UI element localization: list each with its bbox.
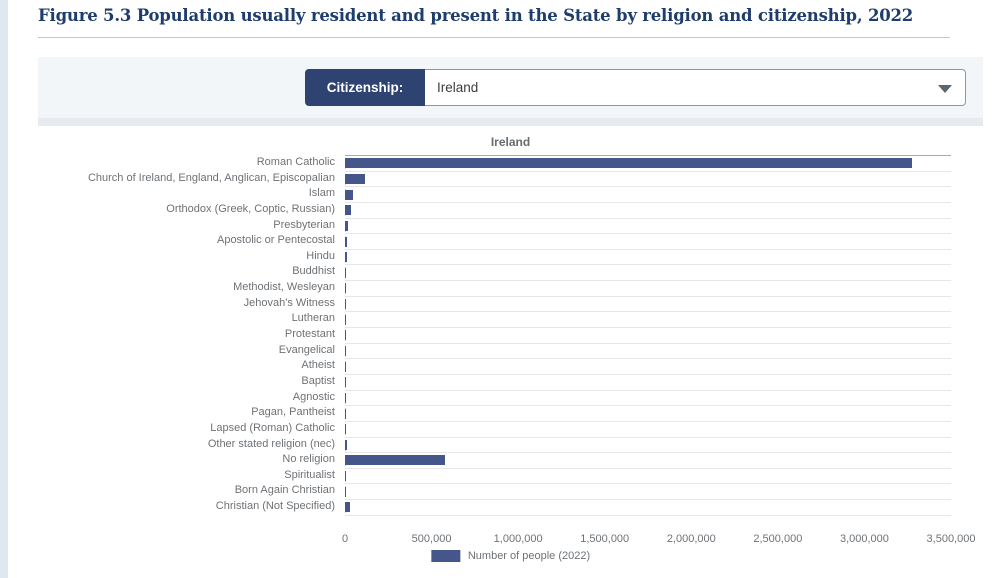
chart-row xyxy=(345,375,951,391)
chart-row xyxy=(345,344,951,360)
plot-rows xyxy=(345,155,951,516)
category-label: Other stated religion (nec) xyxy=(207,437,335,450)
chart-row xyxy=(345,406,951,422)
category-label: Presbyterian xyxy=(273,218,335,231)
chart-row xyxy=(345,438,951,454)
category-label: Church of Ireland, England, Anglican, Ep… xyxy=(87,171,335,184)
chart-row xyxy=(345,484,951,501)
data-bar[interactable] xyxy=(345,486,346,497)
chart-row xyxy=(345,172,951,188)
category-label: Hindu xyxy=(306,249,335,262)
data-bar[interactable] xyxy=(345,252,347,263)
chart-row xyxy=(345,469,951,485)
data-bar[interactable] xyxy=(345,408,346,419)
data-bar[interactable] xyxy=(345,502,350,513)
chart-panel-top-strip xyxy=(38,118,983,126)
category-label: Agnostic xyxy=(292,390,335,403)
category-label: Orthodox (Greek, Coptic, Russian) xyxy=(166,202,335,215)
x-axis-tick-label: 1,000,000 xyxy=(493,533,543,545)
data-bar[interactable] xyxy=(345,330,346,341)
filter-panel: Citizenship: Ireland xyxy=(38,57,983,118)
chart-row xyxy=(345,328,951,344)
x-axis-tick-label: 2,500,000 xyxy=(753,533,803,545)
chart-row xyxy=(345,234,951,250)
data-bar[interactable] xyxy=(345,361,346,372)
legend-label: Number of people (2022) xyxy=(467,550,591,562)
chevron-down-icon[interactable] xyxy=(938,85,952,93)
category-label: Evangelical xyxy=(278,343,335,356)
chart-row xyxy=(345,453,951,469)
chart-row xyxy=(345,297,951,313)
category-label: Pagan, Pantheist xyxy=(251,406,335,419)
category-labels: Roman Catholic Church of Ireland, England… xyxy=(38,155,341,515)
data-bar[interactable] xyxy=(345,205,352,216)
chart-row xyxy=(345,422,951,438)
chart-row xyxy=(345,265,951,282)
citizenship-filter: Citizenship: Ireland xyxy=(305,69,966,106)
category-label: Islam xyxy=(308,187,335,200)
title-underline xyxy=(38,37,950,38)
data-bar[interactable] xyxy=(345,236,347,247)
chart-row xyxy=(345,281,951,297)
x-axis-tick-label: 3,000,000 xyxy=(839,533,889,545)
chart-row xyxy=(345,187,951,203)
data-bar[interactable] xyxy=(345,189,353,200)
category-label: Baptist xyxy=(301,374,335,387)
chart-row xyxy=(345,500,951,516)
data-bar[interactable] xyxy=(345,377,346,388)
data-bar[interactable] xyxy=(345,471,346,482)
category-label: Apostolic or Pentecostal xyxy=(216,234,335,247)
data-bar[interactable] xyxy=(345,267,347,278)
x-axis-tick-label: 3,500,000 xyxy=(926,533,976,545)
data-bar[interactable] xyxy=(345,220,348,231)
category-label: Christian (Not Specified) xyxy=(215,500,335,513)
category-label: Protestant xyxy=(284,328,335,341)
chart-row xyxy=(345,156,951,172)
legend[interactable]: Number of people (2022) xyxy=(430,550,591,562)
category-label: Lutheran xyxy=(291,312,335,325)
data-bar[interactable] xyxy=(345,345,347,356)
category-label: Jehovah's Witness xyxy=(243,296,335,309)
citizenship-filter-label: Citizenship: xyxy=(305,69,425,106)
x-axis-tick-label: 1,500,000 xyxy=(580,533,630,545)
citizenship-select[interactable]: Ireland xyxy=(425,69,966,106)
category-label: No religion xyxy=(282,453,335,466)
chart-row xyxy=(345,203,951,219)
data-bar[interactable] xyxy=(345,439,348,450)
category-label: Born Again Christian xyxy=(234,484,335,497)
left-edge-strip xyxy=(0,0,8,578)
chart-row xyxy=(345,250,951,266)
citizenship-selected-value: Ireland xyxy=(437,80,479,95)
x-axis-tick-label: 500,000 xyxy=(411,533,452,545)
data-bar[interactable] xyxy=(345,455,446,466)
category-label: Spiritualist xyxy=(284,468,335,481)
category-label: Buddhist xyxy=(292,265,335,278)
chart-row xyxy=(345,312,951,329)
category-label: Methodist, Wesleyan xyxy=(233,281,335,294)
data-bar[interactable] xyxy=(345,173,365,184)
data-bar[interactable] xyxy=(345,314,346,325)
chart-row xyxy=(345,219,951,235)
chart-row xyxy=(345,359,951,375)
data-bar[interactable] xyxy=(345,424,346,435)
data-bar[interactable] xyxy=(345,283,347,294)
category-label: Lapsed (Roman) Catholic xyxy=(210,421,335,434)
chart-title: Ireland xyxy=(490,135,531,149)
x-axis-tick-label: 2,000,000 xyxy=(666,533,716,545)
chart-row xyxy=(345,391,951,407)
data-bar[interactable] xyxy=(345,158,913,169)
category-label: Roman Catholic xyxy=(256,156,335,168)
data-bar[interactable] xyxy=(345,299,346,310)
bar-chart: Ireland Roman Catholic Church of Ireland,… xyxy=(38,126,983,578)
x-axis-labels: 0 500,000 1,000,000 1,500,000 2,000,000 2,500… xyxy=(341,533,976,547)
page-title: Figure 5.3 Population usually resident a… xyxy=(38,6,914,25)
data-bar[interactable] xyxy=(345,392,346,403)
x-axis-tick-label: 0 xyxy=(341,533,349,545)
category-label: Atheist xyxy=(301,359,335,372)
legend-swatch xyxy=(430,550,460,562)
